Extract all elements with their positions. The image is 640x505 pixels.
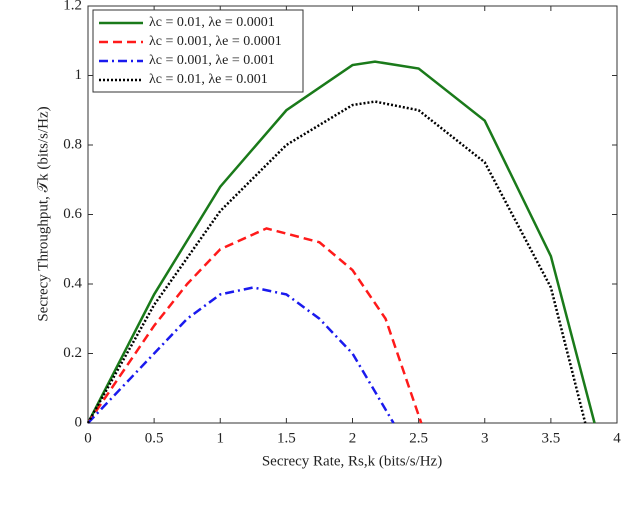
y-tick-label: 0.8 — [63, 136, 82, 152]
line-series — [87, 286, 395, 424]
x-tick-label: 4 — [613, 430, 621, 446]
legend-label: λc = 0.01, λe = 0.001 — [149, 72, 268, 87]
line-series — [86, 100, 587, 424]
line-series — [86, 60, 596, 424]
y-tick-label: 0.6 — [63, 206, 82, 222]
x-tick-label: 2.5 — [409, 430, 428, 446]
y-tick-label: 0.2 — [63, 345, 82, 361]
legend-label: λc = 0.01, λe = 0.0001 — [149, 15, 275, 30]
y-tick-label: 0.4 — [63, 275, 82, 291]
x-tick-label: 0 — [84, 430, 92, 446]
line-series — [86, 227, 423, 424]
x-tick-label: 3.5 — [542, 430, 561, 446]
legend-label: λc = 0.001, λe = 0.0001 — [149, 34, 282, 49]
x-axis-label: Secrecy Rate, Rs,k (bits/s/Hz) — [262, 453, 442, 469]
x-tick-label: 2 — [349, 430, 357, 446]
y-tick-label: 1.2 — [63, 0, 82, 13]
x-tick-label: 1 — [217, 430, 225, 446]
y-tick-label: 0 — [75, 414, 83, 430]
y-tick-label: 1 — [75, 67, 83, 83]
y-axis-label: Secrecy Throughput, 𝒯k (bits/s/Hz) — [35, 106, 51, 321]
legend-label: λc = 0.001, λe = 0.001 — [149, 53, 275, 68]
x-tick-label: 1.5 — [277, 430, 296, 446]
x-tick-label: 0.5 — [145, 430, 164, 446]
x-tick-label: 3 — [481, 430, 489, 446]
